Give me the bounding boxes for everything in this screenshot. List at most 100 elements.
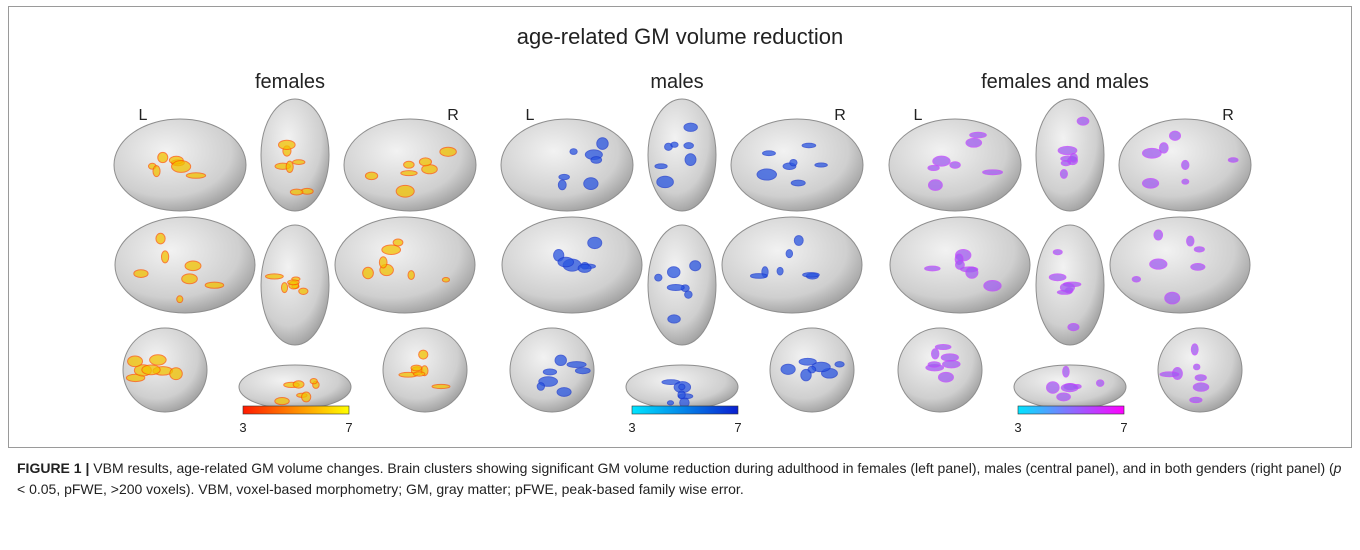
figure-frame [8, 6, 1352, 448]
activation-cluster [785, 249, 794, 259]
activation-cluster [927, 361, 941, 368]
brain-view [1109, 216, 1251, 314]
activation-cluster [554, 354, 567, 366]
hemisphere-label: R [447, 107, 459, 124]
colorbar [1017, 405, 1125, 415]
activation-cluster [1096, 379, 1105, 387]
brain-view [730, 118, 864, 212]
activation-cluster [392, 238, 404, 247]
activation-cluster [667, 314, 681, 324]
brain-view [647, 98, 717, 212]
activation-cluster [965, 266, 979, 279]
activation-cluster [127, 355, 143, 368]
brain-view [721, 216, 863, 314]
activation-cluster [431, 383, 451, 390]
activation-cluster [932, 155, 951, 167]
hemisphere-label: L [139, 107, 148, 124]
activation-cluster [800, 368, 812, 382]
activation-cluster [149, 354, 167, 366]
activation-cluster [185, 172, 207, 179]
activation-cluster [1193, 363, 1201, 371]
activation-cluster [684, 290, 693, 299]
activation-cluster [1056, 392, 1071, 402]
activation-cluster [1227, 157, 1239, 163]
caption-text: < 0.05, pFWE, >200 voxels). VBM, voxel-b… [17, 481, 744, 497]
activation-cluster [274, 397, 290, 406]
activation-cluster [1181, 159, 1190, 171]
activation-cluster [557, 179, 567, 191]
activation-cluster [292, 380, 305, 389]
activation-cluster [542, 368, 558, 376]
activation-cluster [789, 158, 798, 167]
activation-cluster [301, 391, 312, 403]
activation-cluster [677, 390, 686, 400]
activation-cluster [749, 273, 768, 279]
caption-italic: p [1333, 460, 1342, 476]
activation-cluster [983, 280, 1002, 292]
caption-label: FIGURE 1 | [17, 460, 90, 476]
activation-cluster [596, 137, 609, 150]
activation-cluster [289, 188, 304, 196]
activation-cluster [1141, 177, 1160, 189]
activation-cluster [418, 349, 429, 360]
activation-cluster [1149, 258, 1168, 270]
activation-cluster [1067, 322, 1080, 332]
activation-cluster [418, 157, 433, 167]
activation-cluster [1169, 130, 1182, 141]
activation-cluster [678, 383, 686, 391]
activation-cluster [1057, 145, 1078, 156]
activation-cluster [802, 272, 820, 278]
activation-cluster [798, 357, 817, 366]
activation-cluster [834, 361, 845, 368]
hemisphere-label: R [834, 107, 846, 124]
activation-cluster [1046, 381, 1060, 394]
activation-cluster [949, 161, 961, 169]
brain-view [500, 118, 634, 212]
activation-cluster [654, 273, 663, 282]
activation-cluster [683, 122, 698, 132]
activation-cluster [965, 137, 983, 148]
activation-cluster [181, 273, 198, 285]
activation-cluster [684, 153, 697, 167]
activation-cluster [381, 244, 402, 255]
activation-cluster [204, 281, 225, 289]
activation-cluster [410, 364, 423, 372]
activation-cluster [656, 175, 674, 189]
activation-cluster [364, 171, 379, 181]
activation-cluster [574, 367, 591, 375]
activation-cluster [587, 236, 603, 250]
activation-cluster [278, 139, 296, 150]
activation-cluster [1060, 383, 1079, 393]
colorbar [631, 405, 739, 415]
activation-cluster [1048, 273, 1067, 282]
activation-cluster [790, 179, 806, 187]
activation-cluster [141, 364, 161, 376]
activation-cluster [1142, 147, 1162, 159]
activation-cluster [1181, 178, 1190, 185]
brain-view [334, 216, 476, 314]
activation-cluster [557, 256, 575, 268]
activation-cluster [583, 177, 599, 190]
activation-cluster [934, 343, 952, 351]
activation-cluster [931, 348, 940, 360]
activation-cluster [667, 266, 681, 279]
activation-cluster [412, 371, 426, 377]
activation-cluster [577, 263, 592, 273]
activation-cluster [927, 164, 940, 172]
activation-cluster [776, 266, 784, 276]
activation-cluster [1194, 374, 1207, 382]
activation-cluster [937, 371, 954, 383]
activation-cluster [666, 400, 675, 406]
activation-cluster [378, 256, 388, 269]
activation-cluster [536, 382, 545, 391]
colorbar-max: 7 [345, 420, 352, 435]
activation-cluster [1059, 282, 1075, 293]
activation-cluster [1153, 229, 1164, 241]
activation-cluster [169, 367, 183, 381]
activation-cluster [982, 169, 1003, 176]
caption: FIGURE 1 | VBM results, age-related GM v… [17, 458, 1347, 500]
activation-cluster [1164, 291, 1181, 305]
brain-view [260, 98, 330, 212]
activation-cluster [814, 162, 828, 168]
